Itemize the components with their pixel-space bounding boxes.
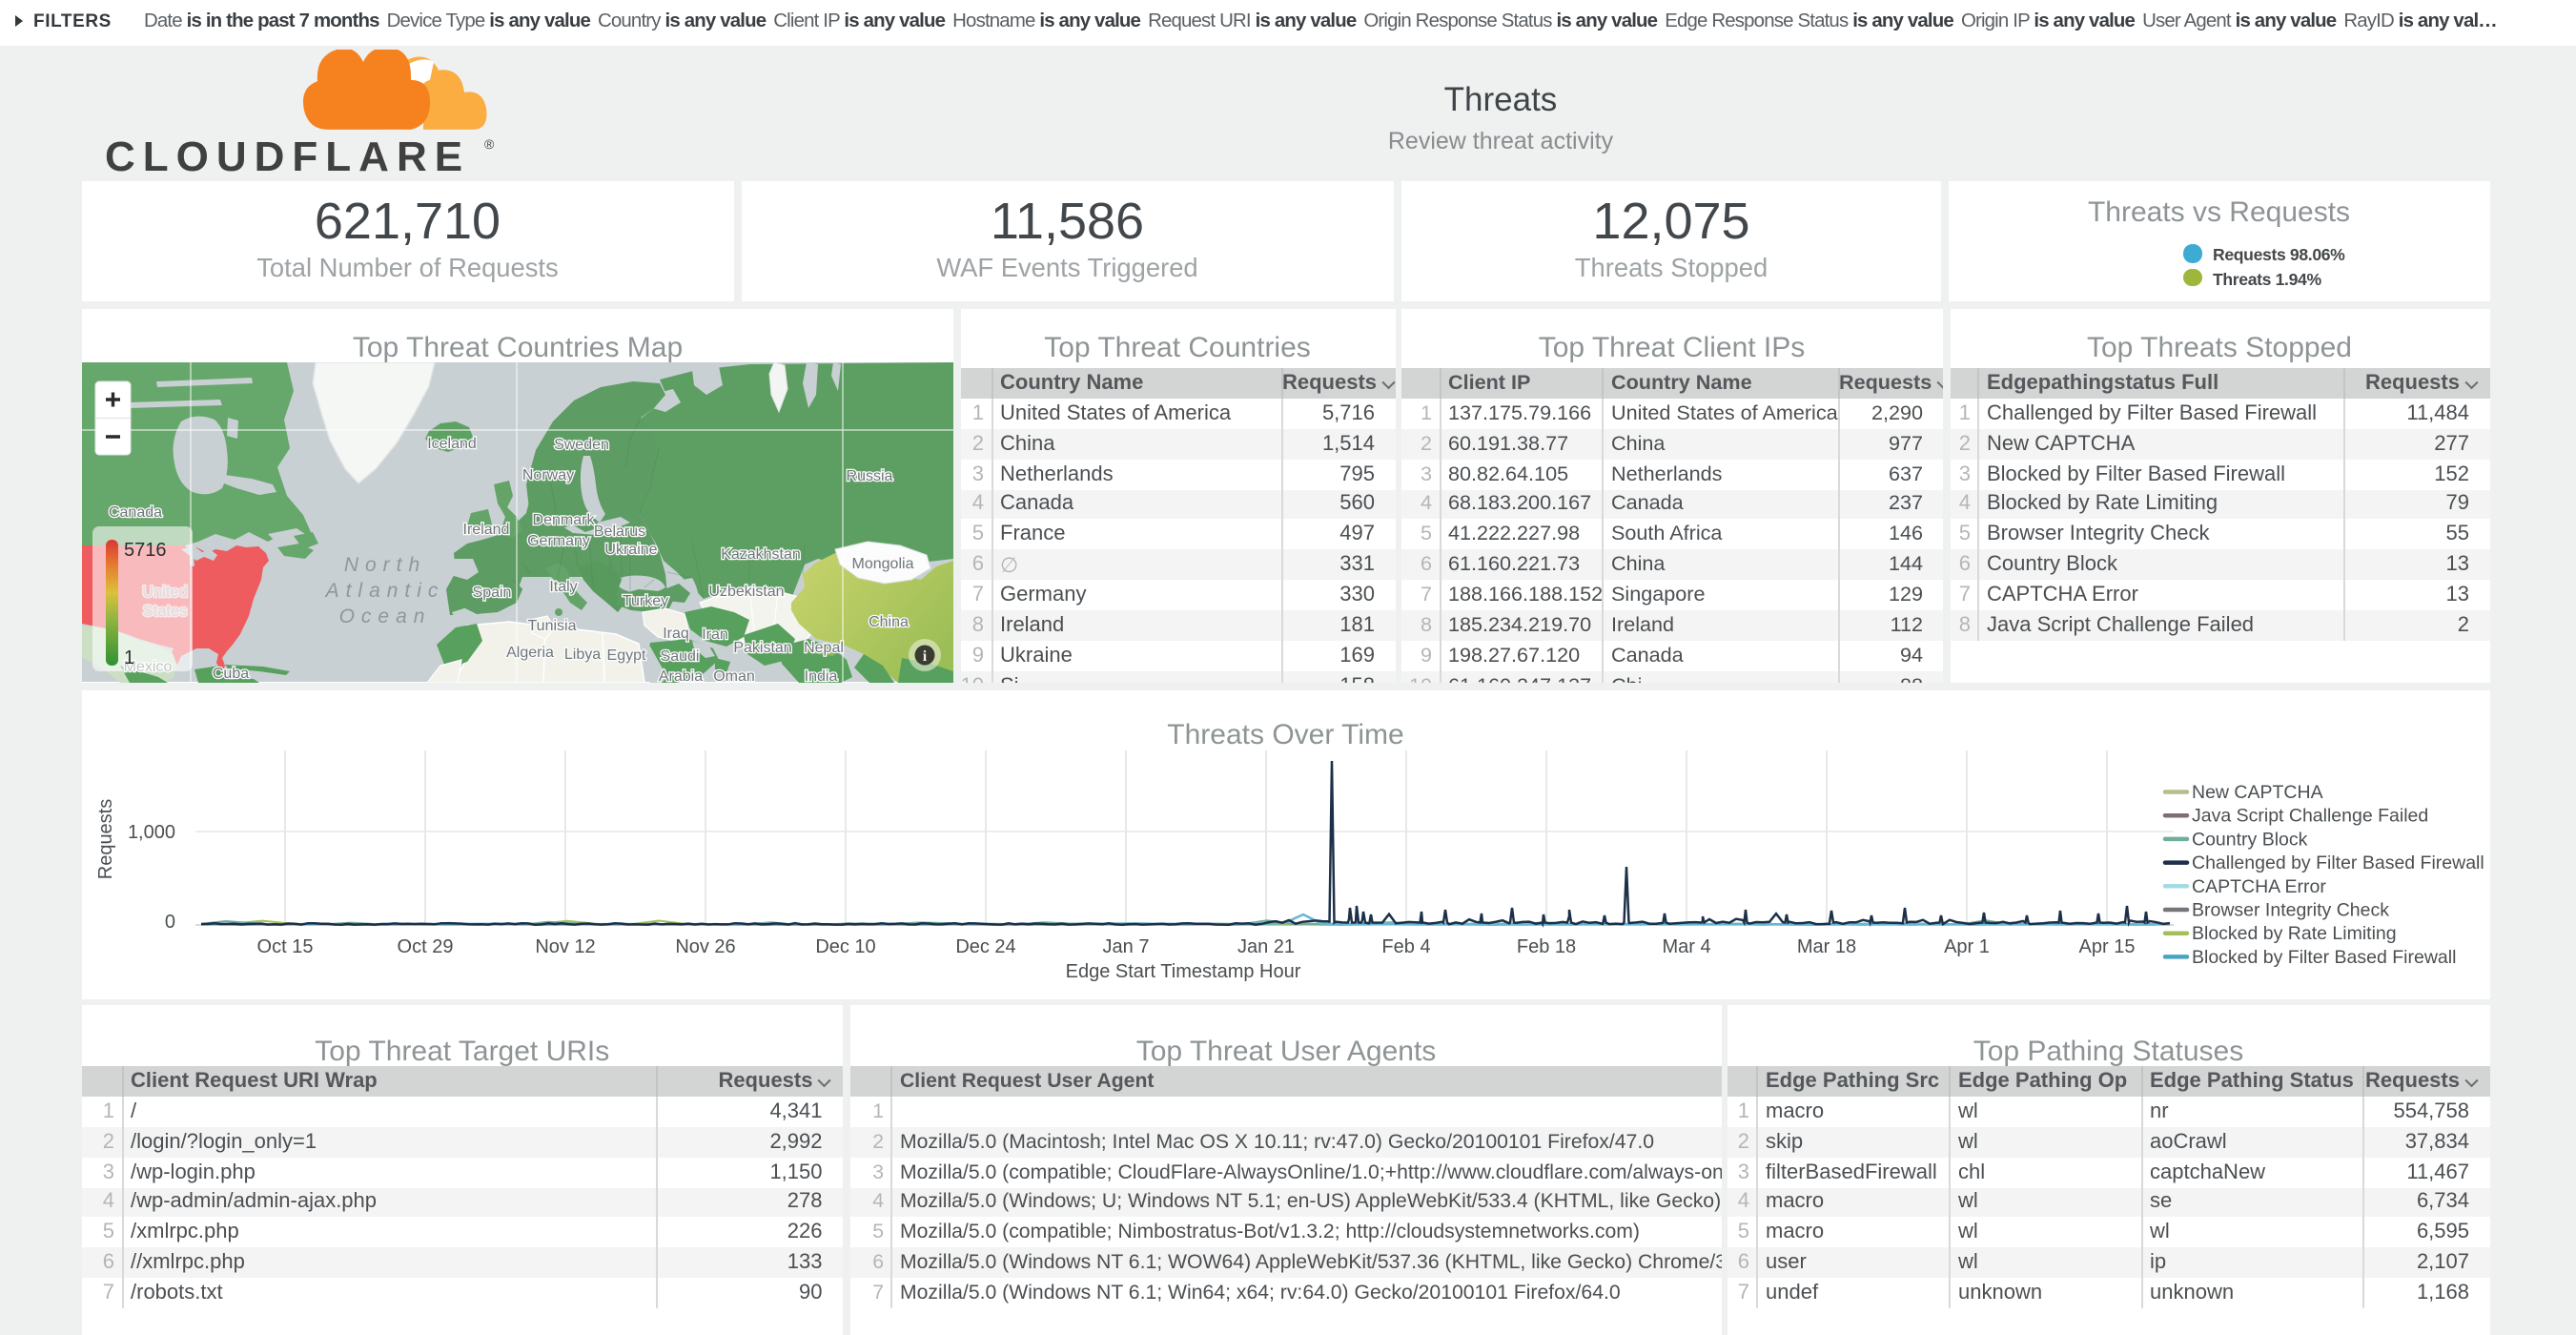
svg-text:Iraq: Iraq <box>663 626 689 642</box>
svg-text:Country Block: Country Block <box>2192 829 2308 850</box>
svg-text:Challenged by Filter Based Fir: Challenged by Filter Based Firewall <box>2192 852 2484 873</box>
svg-text:Ireland: Ireland <box>463 522 510 538</box>
svg-text:Norway: Norway <box>522 467 574 483</box>
svg-text:Arabia: Arabia <box>659 668 703 682</box>
svg-text:Oct 15: Oct 15 <box>257 936 314 957</box>
svg-text:1: 1 <box>124 647 134 668</box>
svg-text:Mar 18: Mar 18 <box>1797 936 1856 957</box>
svg-text:Italy: Italy <box>549 579 577 595</box>
svg-text:0: 0 <box>165 912 175 933</box>
svg-text:Nov 12: Nov 12 <box>535 936 595 957</box>
svg-text:i: i <box>923 648 928 665</box>
svg-text:Apr 15: Apr 15 <box>2079 936 2136 957</box>
svg-text:CLOUDFLARE: CLOUDFLARE <box>105 134 470 175</box>
svg-text:Ukraine: Ukraine <box>604 542 657 558</box>
svg-text:North: North <box>344 554 426 576</box>
svg-text:Feb 4: Feb 4 <box>1381 936 1430 957</box>
svg-text:New CAPTCHA: New CAPTCHA <box>2192 782 2323 803</box>
svg-text:Nov 26: Nov 26 <box>675 936 735 957</box>
svg-text:Belarus: Belarus <box>594 524 645 540</box>
svg-text:Mar 4: Mar 4 <box>1662 936 1710 957</box>
svg-text:Libya: Libya <box>564 647 601 663</box>
svg-text:Egypt: Egypt <box>607 647 646 664</box>
svg-text:Oman: Oman <box>713 668 755 682</box>
svg-text:Requests: Requests <box>95 799 116 880</box>
svg-text:Russia: Russia <box>847 468 893 484</box>
svg-text:China: China <box>869 614 909 630</box>
svg-text:Jan 7: Jan 7 <box>1103 936 1150 957</box>
svg-text:Edge Start Timestamp Hour: Edge Start Timestamp Hour <box>1066 961 1301 982</box>
svg-text:Atlantic: Atlantic <box>324 580 445 602</box>
svg-text:Java Script Challenge Failed: Java Script Challenge Failed <box>2192 806 2428 827</box>
svg-text:5716: 5716 <box>124 540 167 561</box>
svg-text:Canada: Canada <box>109 504 162 521</box>
svg-text:Browser Integrity Check: Browser Integrity Check <box>2192 900 2389 921</box>
svg-text:CAPTCHA Error: CAPTCHA Error <box>2192 876 2326 897</box>
svg-text:Spain: Spain <box>473 585 512 601</box>
svg-text:Nepal: Nepal <box>804 640 844 656</box>
svg-text:Dec 24: Dec 24 <box>955 936 1015 957</box>
svg-text:Ocean: Ocean <box>339 606 432 627</box>
svg-text:Germany: Germany <box>527 533 590 549</box>
svg-text:Jan 21: Jan 21 <box>1237 936 1295 957</box>
svg-text:Cuba: Cuba <box>213 666 249 682</box>
svg-text:Denmark: Denmark <box>533 512 596 528</box>
svg-text:Uzbekistan: Uzbekistan <box>708 584 784 600</box>
svg-text:1,000: 1,000 <box>128 822 175 843</box>
svg-text:Sweden: Sweden <box>554 437 609 453</box>
svg-text:Tunisia: Tunisia <box>528 618 577 634</box>
svg-text:®: ® <box>484 136 495 152</box>
svg-text:Blocked by Filter Based Firewa: Blocked by Filter Based Firewall <box>2192 947 2456 968</box>
svg-text:Iceland: Iceland <box>427 436 477 452</box>
svg-text:Dec 10: Dec 10 <box>815 936 875 957</box>
svg-text:Algeria: Algeria <box>506 645 554 661</box>
svg-text:Pakistan: Pakistan <box>733 640 791 656</box>
svg-text:Kazakhstan: Kazakhstan <box>721 546 801 563</box>
svg-text:Blocked by Rate Limiting: Blocked by Rate Limiting <box>2192 923 2397 944</box>
svg-text:Feb 18: Feb 18 <box>1517 936 1576 957</box>
svg-text:Iran: Iran <box>702 626 728 643</box>
svg-text:Saudi: Saudi <box>661 648 700 665</box>
svg-text:India: India <box>805 668 838 682</box>
svg-text:Mongolia: Mongolia <box>852 556 914 572</box>
svg-text:Apr 1: Apr 1 <box>1944 936 1990 957</box>
svg-text:Turkey: Turkey <box>623 593 668 609</box>
svg-text:Oct 29: Oct 29 <box>398 936 454 957</box>
